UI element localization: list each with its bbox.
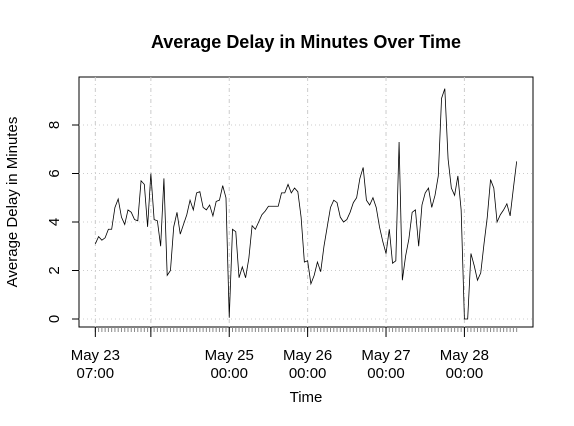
x-tick-label: May 26 00:00 <box>283 347 333 382</box>
y-tick-label: 0 <box>46 315 63 323</box>
y-tick-label: 4 <box>46 218 63 226</box>
x-tick-label: May 25 00:00 <box>204 347 254 382</box>
x-axis-label: Time <box>290 389 323 406</box>
y-axis-label: Average Delay in Minutes <box>4 117 21 288</box>
y-tick-label: 6 <box>46 169 63 177</box>
chart-title: Average Delay in Minutes Over Time <box>151 32 461 52</box>
y-tick-label: 8 <box>46 121 63 129</box>
x-tick-label: May 27 00:00 <box>361 347 411 382</box>
line <box>94 88 518 320</box>
x-tick-label: May 28 00:00 <box>439 347 489 382</box>
y-tick-label: 2 <box>46 266 63 274</box>
x-tick-label: May 23 07:00 <box>70 347 120 382</box>
